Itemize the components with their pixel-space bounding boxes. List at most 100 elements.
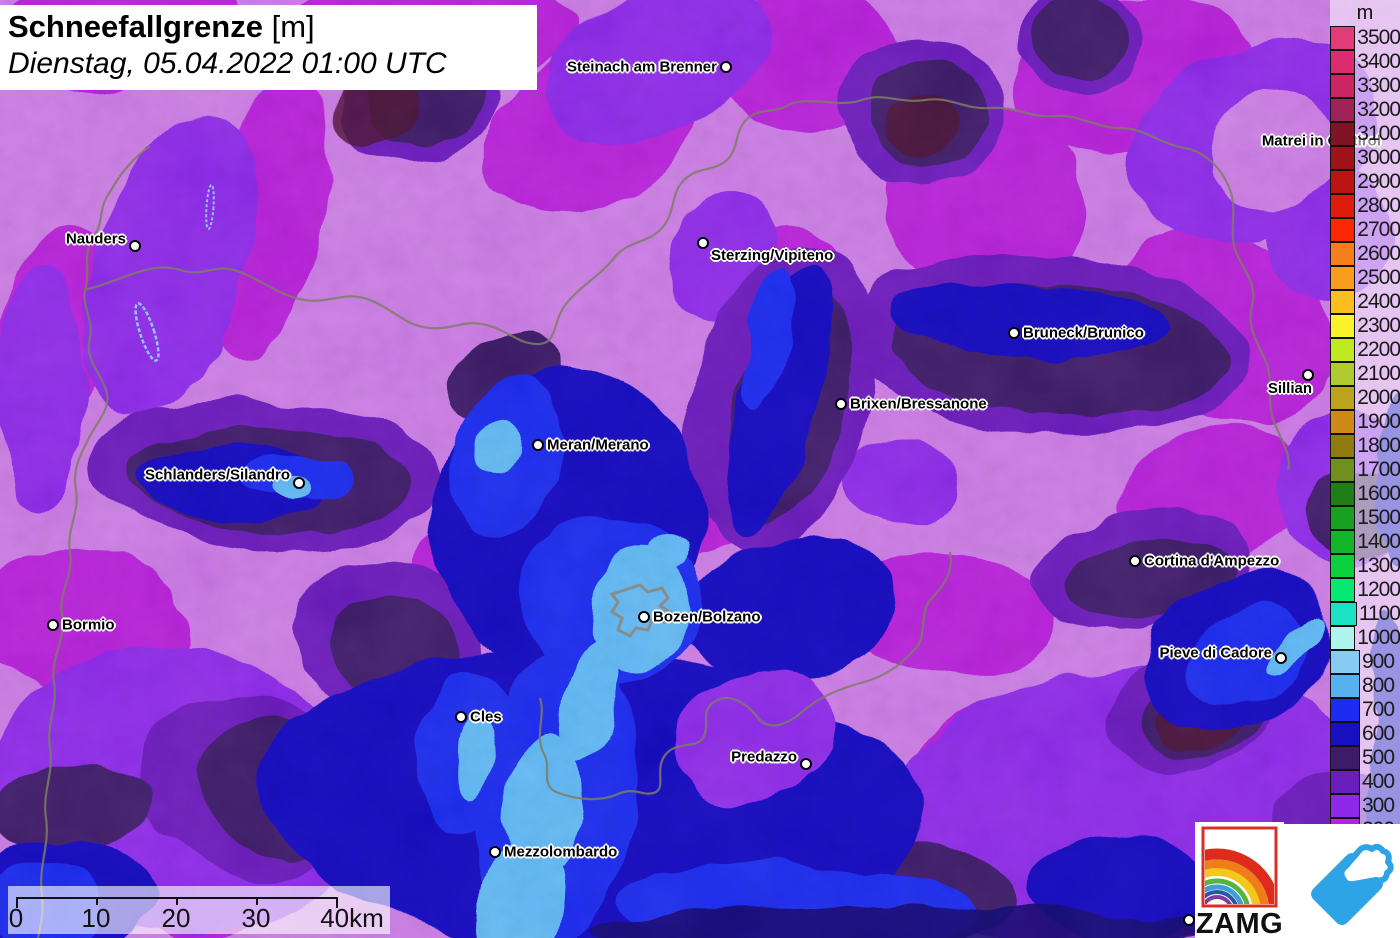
colorbar-row: 1600 — [1330, 482, 1400, 506]
colorbar-unit-label: m — [1330, 0, 1400, 26]
colorbar-row: 3500 — [1330, 26, 1400, 50]
colorbar-value: 1300 — [1355, 554, 1400, 578]
city-label: Bormio — [62, 616, 115, 634]
colorbar-row: 1300 — [1330, 554, 1400, 578]
colorbar-row: 2200 — [1330, 338, 1400, 362]
colorbar-value: 3200 — [1355, 98, 1400, 122]
colorbar-row: 2500 — [1330, 266, 1400, 290]
colorbar-swatch — [1330, 698, 1360, 722]
city-dot — [720, 61, 732, 73]
scalebar-label: 30 — [241, 903, 271, 933]
colorbar-value: 1100 — [1356, 602, 1400, 626]
colorbar-swatch — [1330, 314, 1356, 338]
colorbar-value: 2900 — [1355, 170, 1400, 194]
city-dot — [1302, 369, 1314, 381]
city-label: Schlanders/Silandro — [144, 466, 290, 484]
zamg-logo-text: ZAMG — [1195, 908, 1284, 938]
colorbar-value: 400 — [1360, 770, 1400, 794]
colorbar-row: 1800 — [1330, 434, 1400, 458]
colorbar-rows: 3500 3400 3300 3200 3100 3000 2900 2800 2700 2600… — [1330, 26, 1400, 866]
city-dot — [455, 711, 467, 723]
colorbar-legend: m 3500 3400 3300 3200 3100 3000 2900 2800 2700 26… — [1330, 0, 1400, 866]
zamg-rainbow-icon — [1201, 826, 1278, 908]
colorbar-row: 2300 — [1330, 314, 1400, 338]
colorbar-swatch — [1330, 410, 1356, 434]
colorbar-row: 2000 — [1330, 386, 1400, 410]
colorbar-swatch — [1330, 362, 1356, 386]
colorbar-swatch — [1330, 170, 1356, 194]
colorbar-swatch — [1330, 626, 1356, 650]
scalebar-tick — [96, 897, 98, 905]
colorbar-value: 3300 — [1355, 74, 1400, 98]
colorbar-value: 600 — [1360, 722, 1400, 746]
city-boundary-bozen — [609, 583, 673, 638]
colorbar-value: 1400 — [1355, 530, 1400, 554]
colorbar-swatch — [1330, 482, 1356, 506]
colorbar-row: 1200 — [1330, 578, 1400, 602]
colorbar-row: 2600 — [1330, 242, 1400, 266]
map-title: Schneefallgrenze — [8, 9, 263, 44]
colorbar-value: 2400 — [1355, 290, 1400, 314]
colorbar-swatch — [1330, 290, 1356, 314]
colorbar-row: 3100 — [1330, 122, 1400, 146]
colorbar-swatch — [1330, 194, 1356, 218]
colorbar-value: 3400 — [1355, 50, 1400, 74]
scalebar-label: 0 — [8, 903, 24, 933]
colorbar-row: 700 — [1330, 698, 1400, 722]
colorbar-swatch — [1330, 74, 1356, 98]
colorbar-value: 3500 — [1355, 26, 1400, 50]
scalebar-tick — [176, 897, 178, 905]
colorbar-value: 900 — [1360, 650, 1400, 674]
colorbar-swatch — [1330, 650, 1360, 674]
colorbar-swatch — [1330, 746, 1360, 770]
colorbar-swatch — [1330, 122, 1356, 146]
scalebar-tick — [16, 897, 18, 908]
colorbar-value: 1000 — [1355, 626, 1400, 650]
city-label: Nauders — [65, 230, 126, 248]
city-dot — [532, 439, 544, 451]
colorbar-row: 900 — [1330, 650, 1400, 674]
city-dot — [800, 758, 812, 770]
colorbar-value: 500 — [1360, 746, 1400, 770]
scalebar-tick — [256, 897, 258, 905]
colorbar-row: 1500 — [1330, 506, 1400, 530]
country-borders — [36, 96, 1290, 938]
colorbar-value: 300 — [1360, 794, 1400, 818]
colorbar-value: 3100 — [1355, 122, 1400, 146]
colorbar-row: 2400 — [1330, 290, 1400, 314]
colorbar-swatch — [1330, 602, 1357, 626]
colorbar-swatch — [1330, 770, 1360, 794]
colorbar-swatch — [1330, 26, 1356, 50]
colorbar-swatch — [1330, 458, 1356, 482]
colorbar-value: 2200 — [1355, 338, 1400, 362]
colorbar-swatch — [1330, 266, 1356, 290]
colorbar-value: 1200 — [1355, 578, 1400, 602]
colorbar-row: 3400 — [1330, 50, 1400, 74]
colorbar-row: 800 — [1330, 674, 1400, 698]
colorbar-swatch — [1330, 50, 1356, 74]
city-label: Bozen/Bolzano — [653, 608, 761, 626]
scalebar-tick — [336, 897, 338, 908]
city-label: Cortina d'Ampezzo — [1144, 552, 1280, 570]
colorbar-swatch — [1330, 434, 1356, 458]
colorbar-value: 700 — [1360, 698, 1400, 722]
city-dot — [835, 398, 847, 410]
colorbar-swatch — [1330, 578, 1356, 602]
colorbar-value: 2100 — [1355, 362, 1400, 386]
colorbar-value: 2800 — [1355, 194, 1400, 218]
colorbar-row: 3000 — [1330, 146, 1400, 170]
scalebar-label: 10 — [81, 903, 111, 933]
colorbar-row: 1400 — [1330, 530, 1400, 554]
colorbar-row: 2800 — [1330, 194, 1400, 218]
colorbar-swatch — [1330, 98, 1356, 122]
colorbar-row: 1100 — [1330, 602, 1400, 626]
city-label: Bruneck/Brunico — [1023, 324, 1144, 342]
city-dot — [1129, 555, 1141, 567]
scalebar: 0 10 20 30 40km — [8, 886, 390, 934]
colorbar-value: 2600 — [1355, 242, 1400, 266]
colorbar-value: 1800 — [1355, 434, 1400, 458]
colorbar-row: 2900 — [1330, 170, 1400, 194]
